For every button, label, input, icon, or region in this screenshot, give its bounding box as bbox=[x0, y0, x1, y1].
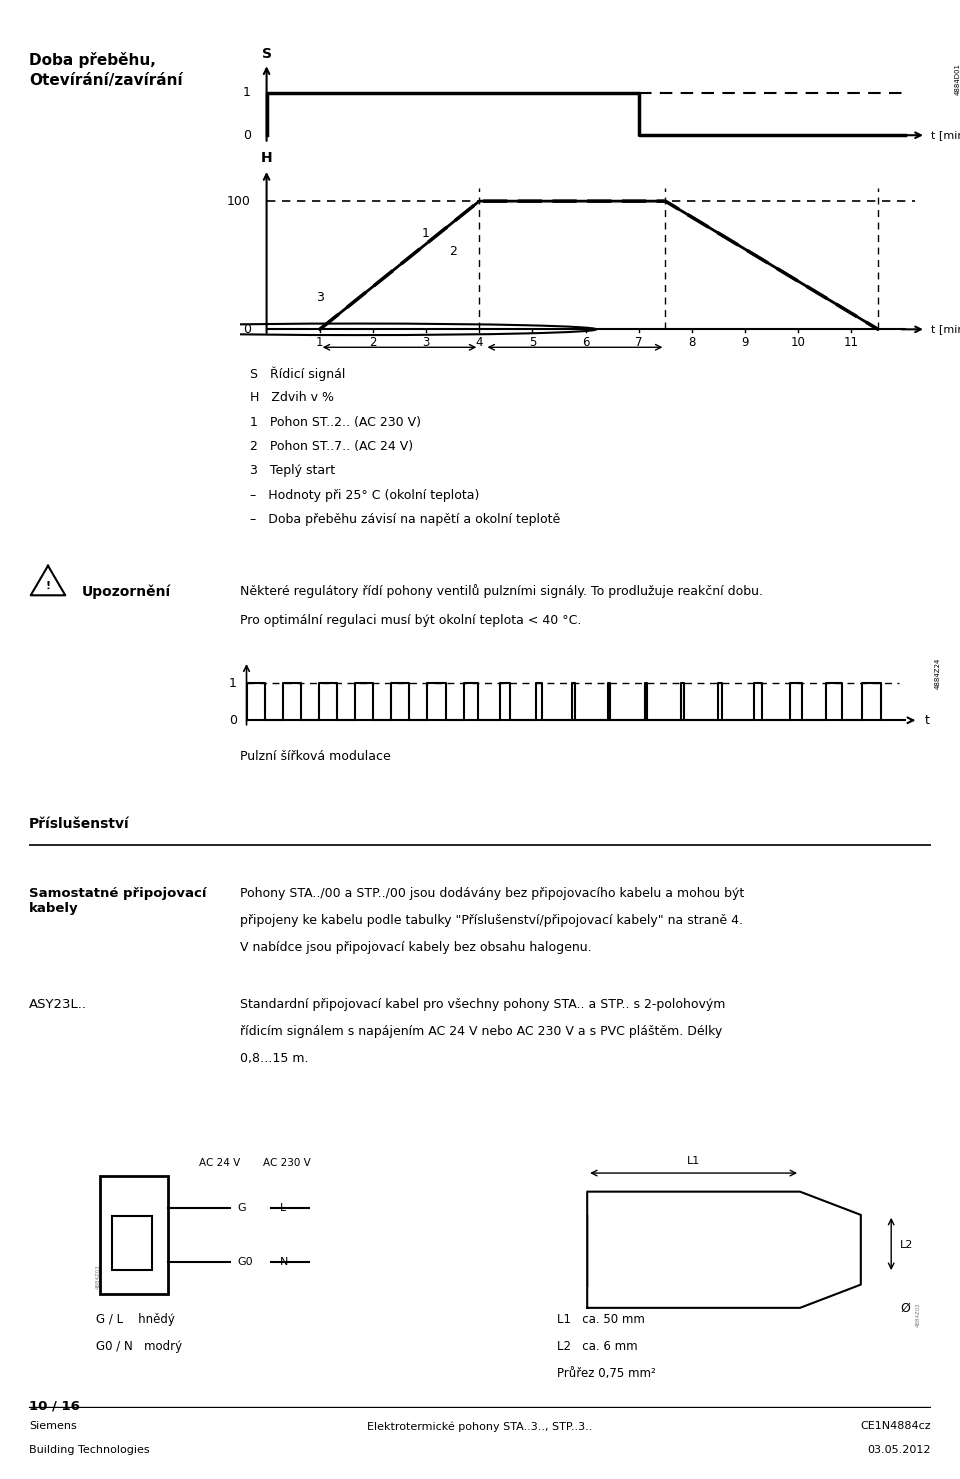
Text: Upozornění: Upozornění bbox=[82, 584, 171, 599]
Text: Pohony STA../00 a STP../00 jsou dodávány bez připojovacího kabelu a mohou být: Pohony STA../00 a STP../00 jsou dodávány… bbox=[240, 887, 744, 901]
Text: L1   ca. 50 mm: L1 ca. 50 mm bbox=[557, 1313, 645, 1327]
Text: 0,8…15 m.: 0,8…15 m. bbox=[240, 1052, 308, 1065]
Text: Siemens: Siemens bbox=[29, 1421, 77, 1432]
Text: řídicím signálem s napájením AC 24 V nebo AC 230 V a s PVC pláštěm. Délky: řídicím signálem s napájením AC 24 V neb… bbox=[240, 1025, 722, 1038]
Text: 10 / 16: 10 / 16 bbox=[29, 1399, 80, 1412]
Text: Průřez 0,75 mm²: Průřez 0,75 mm² bbox=[557, 1367, 656, 1380]
Text: Building Technologies: Building Technologies bbox=[29, 1445, 150, 1455]
Text: Pulzní šířková modulace: Pulzní šířková modulace bbox=[240, 750, 391, 763]
Text: 5: 5 bbox=[529, 336, 536, 349]
Text: 8: 8 bbox=[688, 336, 696, 349]
Text: Doba přeběhu,
Otevírání/zavírání: Doba přeběhu, Otevírání/zavírání bbox=[29, 52, 182, 87]
Text: 2: 2 bbox=[448, 246, 457, 257]
Text: S: S bbox=[261, 47, 272, 61]
Text: t: t bbox=[924, 714, 929, 726]
Bar bbox=[111, 1216, 152, 1269]
Text: t [min]: t [min] bbox=[931, 130, 960, 141]
Text: L2   ca. 6 mm: L2 ca. 6 mm bbox=[557, 1340, 637, 1353]
Text: 0: 0 bbox=[243, 322, 251, 336]
Text: L2: L2 bbox=[900, 1239, 914, 1250]
Text: 0: 0 bbox=[228, 714, 237, 726]
Text: CE1N4884cz: CE1N4884cz bbox=[860, 1421, 931, 1432]
Text: 3: 3 bbox=[316, 291, 324, 305]
Text: Pro optimální regulaci musí být okolní teplota < 40 °C.: Pro optimální regulaci musí být okolní t… bbox=[240, 614, 582, 627]
Text: 1: 1 bbox=[316, 336, 324, 349]
Text: G / L    hnědý: G / L hnědý bbox=[96, 1313, 175, 1327]
Text: 1: 1 bbox=[228, 677, 237, 689]
Text: 3   Teplý start: 3 Teplý start bbox=[250, 464, 335, 478]
Text: 4884Z02: 4884Z02 bbox=[916, 1303, 921, 1328]
Text: –   Doba přeběhu závisí na napětí a okolní teplotě: – Doba přeběhu závisí na napětí a okolní… bbox=[250, 513, 560, 527]
Text: 2: 2 bbox=[370, 336, 376, 349]
Text: 1: 1 bbox=[422, 228, 430, 240]
Text: Ø: Ø bbox=[900, 1302, 910, 1315]
Text: 1   Pohon ST..2.. (AC 230 V): 1 Pohon ST..2.. (AC 230 V) bbox=[250, 416, 420, 429]
Text: 100: 100 bbox=[227, 195, 251, 207]
Text: 4: 4 bbox=[475, 336, 483, 349]
Text: G0: G0 bbox=[237, 1257, 252, 1266]
Text: L1: L1 bbox=[687, 1157, 700, 1165]
Text: G: G bbox=[237, 1204, 246, 1213]
Text: 1: 1 bbox=[243, 86, 251, 99]
Text: 03.05.2012: 03.05.2012 bbox=[868, 1445, 931, 1455]
Text: připojeny ke kabelu podle tabulky "Příslušenství/připojovací kabely" na straně 4: připojeny ke kabelu podle tabulky "Přísl… bbox=[240, 914, 743, 927]
Text: L: L bbox=[279, 1204, 286, 1213]
Text: 6: 6 bbox=[582, 336, 589, 349]
Text: 10: 10 bbox=[791, 336, 805, 349]
Text: Elektrotermické pohony STA..3.., STP..3..: Elektrotermické pohony STA..3.., STP..3.… bbox=[368, 1421, 592, 1432]
Text: 3: 3 bbox=[422, 336, 430, 349]
Text: H   Zdvih v %: H Zdvih v % bbox=[250, 392, 334, 404]
Text: –   Hodnoty při 25° C (okolní teplota): – Hodnoty při 25° C (okolní teplota) bbox=[250, 488, 479, 501]
Text: AC 230 V: AC 230 V bbox=[262, 1158, 310, 1168]
Text: 4884D01: 4884D01 bbox=[955, 64, 960, 95]
Text: S   Řídicí signál: S Řídicí signál bbox=[250, 367, 345, 382]
Text: V nabídce jsou připojovací kabely bez obsahu halogenu.: V nabídce jsou připojovací kabely bez ob… bbox=[240, 941, 591, 954]
Text: Standardní připojovací kabel pro všechny pohony STA.. a STP.. s 2-polohovým: Standardní připojovací kabel pro všechny… bbox=[240, 998, 726, 1012]
Text: 7: 7 bbox=[635, 336, 642, 349]
Text: H: H bbox=[261, 151, 273, 166]
Text: 4884Z03: 4884Z03 bbox=[96, 1265, 101, 1290]
Text: Příslušenství: Příslušenství bbox=[29, 818, 130, 831]
Text: !: ! bbox=[45, 581, 51, 592]
Text: Samostatné připojovací
kabely: Samostatné připojovací kabely bbox=[29, 887, 206, 916]
Bar bbox=[101, 1176, 168, 1294]
Text: N: N bbox=[279, 1257, 288, 1266]
Text: Některé regulátory řídí pohony ventilů pulzními signály. To prodlužuje reakční d: Některé regulátory řídí pohony ventilů p… bbox=[240, 584, 763, 598]
Text: G0 / N   modrý: G0 / N modrý bbox=[96, 1340, 182, 1353]
Text: 4884Z24: 4884Z24 bbox=[935, 657, 941, 689]
Text: AC 24 V: AC 24 V bbox=[199, 1158, 240, 1168]
Text: 0: 0 bbox=[243, 129, 251, 142]
Text: 11: 11 bbox=[844, 336, 859, 349]
Text: 2   Pohon ST..7.. (AC 24 V): 2 Pohon ST..7.. (AC 24 V) bbox=[250, 441, 413, 453]
Text: t [min]: t [min] bbox=[931, 324, 960, 334]
Text: ASY23L..: ASY23L.. bbox=[29, 998, 86, 1012]
Text: 9: 9 bbox=[741, 336, 749, 349]
